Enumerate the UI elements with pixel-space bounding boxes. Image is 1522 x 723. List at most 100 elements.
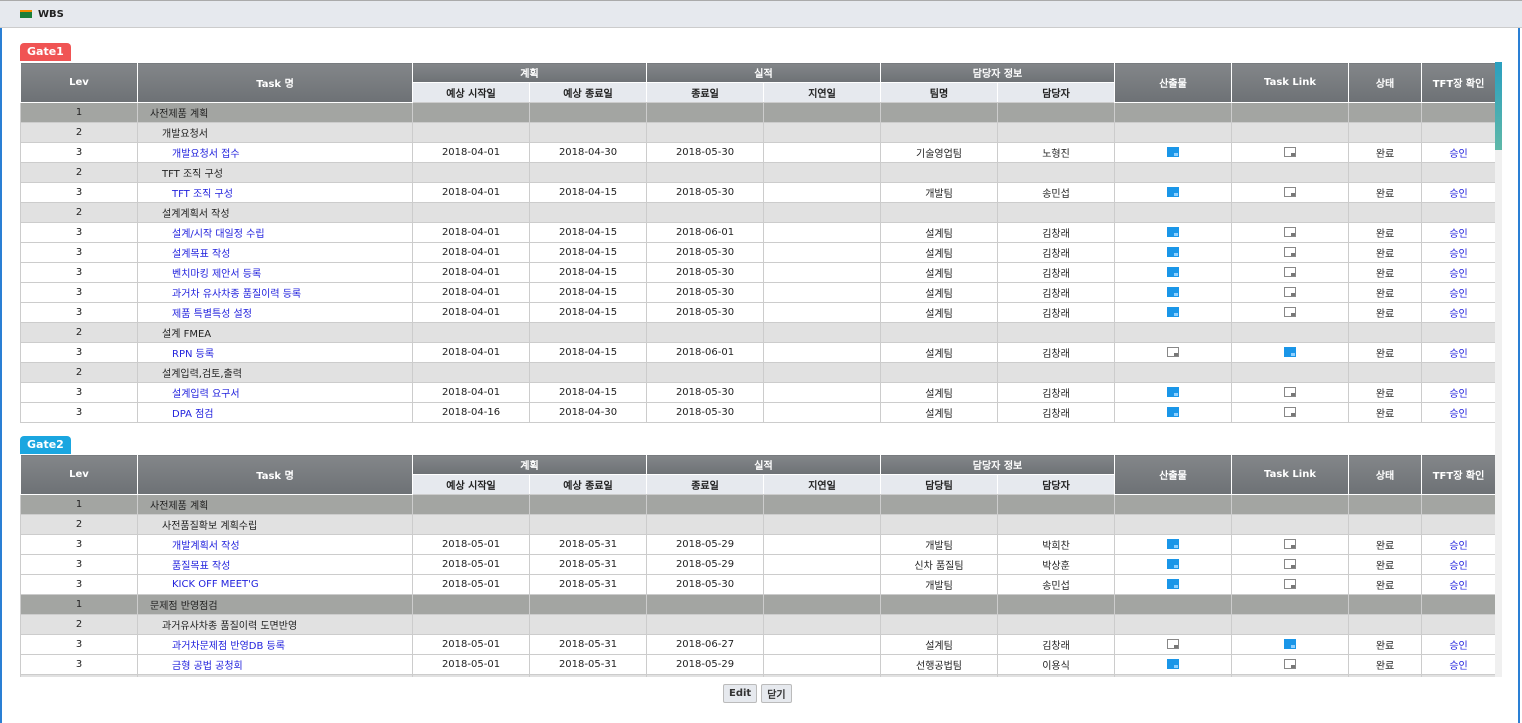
blue-folder-icon[interactable] (1167, 147, 1180, 157)
cell-task-name[interactable]: DPA 점검 (137, 402, 413, 423)
cell-delay (763, 554, 881, 575)
cell-task-name: 과거유사차종 품질이력 도면반영 (137, 614, 413, 635)
approve-link[interactable]: 승인 (1449, 389, 1468, 400)
approve-link[interactable]: 승인 (1449, 189, 1468, 200)
cell-empty (1231, 514, 1350, 535)
cell-empty (412, 202, 530, 223)
approve-link[interactable]: 승인 (1449, 249, 1468, 260)
cell-task-name[interactable]: 품질목표 작성 (137, 554, 413, 575)
cell-task-name[interactable]: 개발요청서 접수 (137, 142, 413, 163)
cell-task-name[interactable]: KICK OFF MEET'G (137, 574, 413, 595)
cell-task-name[interactable]: 설계목표 작성 (137, 242, 413, 263)
cell-task-name[interactable]: 과거차 유사차종 품질이력 등록 (137, 282, 413, 303)
cell-person: 김창래 (996, 282, 1116, 303)
gray-folder-icon[interactable] (1284, 267, 1297, 277)
cell-icon (1114, 534, 1233, 555)
table-row: 2 설계입력,검토,출력 (20, 362, 1497, 383)
gray-folder-icon[interactable] (1167, 347, 1180, 357)
approve-link[interactable]: 승인 (1449, 309, 1468, 320)
blue-folder-icon[interactable] (1167, 287, 1180, 297)
header-actual: 실적 (646, 454, 881, 475)
gray-folder-icon[interactable] (1284, 539, 1297, 549)
cell-icon (1114, 302, 1233, 323)
cell-empty (763, 162, 881, 183)
cell-status: 완료 (1348, 282, 1423, 303)
cell-task-name[interactable]: 설계입력 요구서 (137, 382, 413, 403)
blue-folder-icon[interactable] (1167, 247, 1180, 257)
approve-link[interactable]: 승인 (1449, 661, 1468, 672)
cell-plan-end: 2018-05-31 (529, 554, 647, 575)
cell-person: 송민섭 (996, 182, 1116, 203)
gray-folder-icon[interactable] (1284, 659, 1297, 669)
gray-folder-icon[interactable] (1167, 639, 1180, 649)
gray-folder-icon[interactable] (1284, 307, 1297, 317)
cell-empty (1114, 614, 1233, 635)
scrollbar[interactable] (1495, 62, 1502, 677)
blue-folder-icon[interactable] (1284, 639, 1297, 649)
cell-empty (1231, 614, 1350, 635)
table-row: 1 사전제품 계획 (20, 102, 1497, 123)
cell-empty (1421, 102, 1497, 123)
approve-link[interactable]: 승인 (1449, 349, 1468, 360)
blue-folder-icon[interactable] (1167, 659, 1180, 669)
cell-team: 선행공법팀 (880, 654, 998, 675)
gray-folder-icon[interactable] (1284, 407, 1297, 417)
approve-link[interactable]: 승인 (1449, 581, 1468, 592)
scrollbar-thumb[interactable] (1495, 62, 1502, 150)
cell-empty (763, 102, 881, 123)
cell-level: 3 (20, 262, 138, 283)
blue-folder-icon[interactable] (1167, 407, 1180, 417)
blue-folder-icon[interactable] (1167, 539, 1180, 549)
gray-folder-icon[interactable] (1284, 187, 1297, 197)
cell-empty (1421, 322, 1497, 343)
cell-task-name[interactable]: RPN 등록 (137, 342, 413, 363)
cell-tft: 승인 (1421, 634, 1497, 655)
approve-link[interactable]: 승인 (1449, 149, 1468, 160)
cell-empty (880, 202, 998, 223)
gray-folder-icon[interactable] (1284, 559, 1297, 569)
cell-empty (763, 614, 881, 635)
approve-link[interactable]: 승인 (1449, 409, 1468, 420)
table-row: 2 설계 FMEA (20, 322, 1497, 343)
header-actual-end: 종료일 (646, 474, 764, 495)
approve-link[interactable]: 승인 (1449, 289, 1468, 300)
blue-folder-icon[interactable] (1167, 579, 1180, 589)
cell-task-name[interactable]: 개발계획서 작성 (137, 534, 413, 555)
gray-folder-icon[interactable] (1284, 147, 1297, 157)
approve-link[interactable]: 승인 (1449, 641, 1468, 652)
blue-folder-icon[interactable] (1167, 387, 1180, 397)
close-button[interactable]: 닫기 (761, 684, 792, 703)
approve-link[interactable]: 승인 (1449, 229, 1468, 240)
header-plan-end: 예상 종료일 (529, 474, 647, 495)
approve-link[interactable]: 승인 (1449, 269, 1468, 280)
gray-folder-icon[interactable] (1284, 579, 1297, 589)
cell-task-name[interactable]: 설계/시작 대일정 수립 (137, 222, 413, 243)
blue-folder-icon[interactable] (1167, 267, 1180, 277)
cell-plan-end: 2018-04-15 (529, 182, 647, 203)
gray-folder-icon[interactable] (1284, 287, 1297, 297)
cell-task-name[interactable]: 금형 공법 공청회 (137, 654, 413, 675)
approve-link[interactable]: 승인 (1449, 561, 1468, 572)
blue-folder-icon[interactable] (1284, 347, 1297, 357)
gray-folder-icon[interactable] (1284, 247, 1297, 257)
cell-task-name[interactable]: TFT 조직 구성 (137, 182, 413, 203)
cell-tft: 승인 (1421, 554, 1497, 575)
cell-tft: 승인 (1421, 654, 1497, 675)
cell-delay (763, 654, 881, 675)
cell-task-name[interactable]: 벤치마킹 제안서 등록 (137, 262, 413, 283)
blue-folder-icon[interactable] (1167, 227, 1180, 237)
gray-folder-icon[interactable] (1284, 387, 1297, 397)
approve-link[interactable]: 승인 (1449, 541, 1468, 552)
cell-task-name[interactable]: 과거차문제점 반영DB 등록 (137, 634, 413, 655)
edit-button[interactable]: Edit (723, 684, 758, 703)
cell-level: 3 (20, 222, 138, 243)
cell-icon (1231, 402, 1350, 423)
cell-empty (529, 594, 647, 615)
blue-folder-icon[interactable] (1167, 307, 1180, 317)
blue-folder-icon[interactable] (1167, 187, 1180, 197)
cell-icon (1231, 282, 1350, 303)
blue-folder-icon[interactable] (1167, 559, 1180, 569)
gray-folder-icon[interactable] (1284, 227, 1297, 237)
cell-status: 완료 (1348, 574, 1423, 595)
cell-task-name[interactable]: 제품 특별특성 설정 (137, 302, 413, 323)
